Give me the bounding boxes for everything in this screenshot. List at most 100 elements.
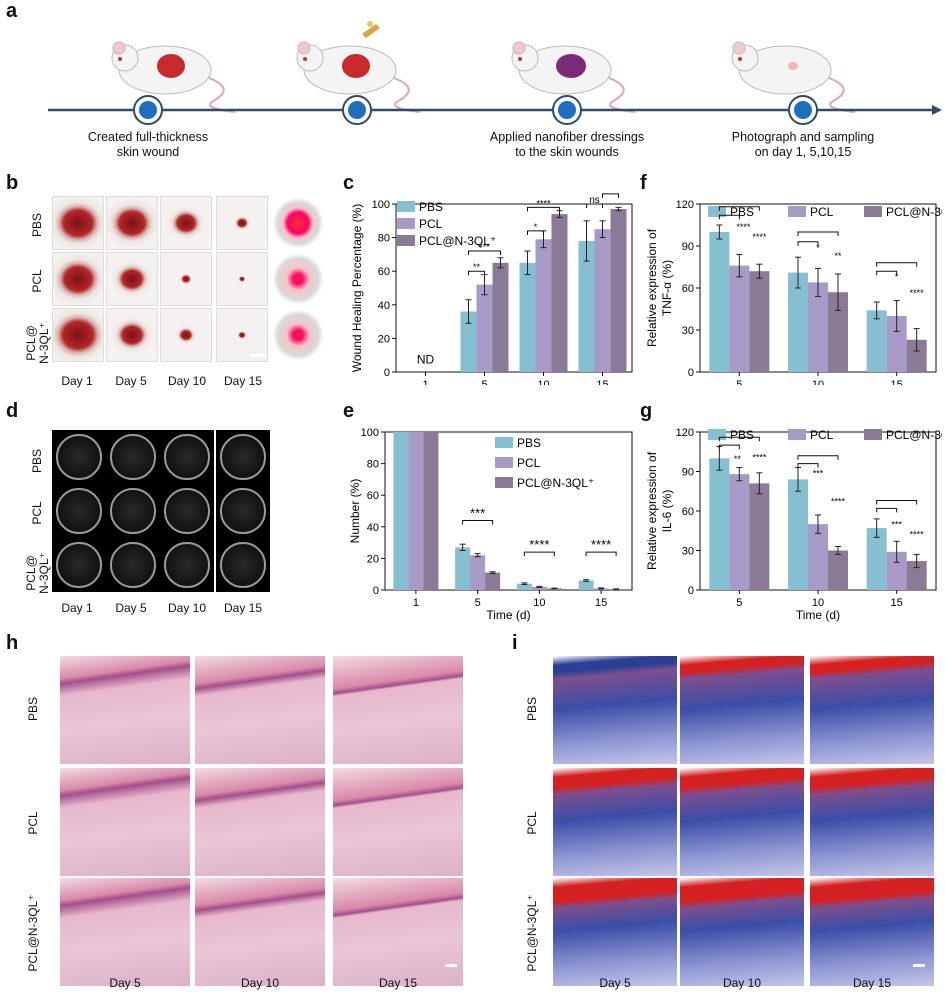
significance-bracket xyxy=(797,455,839,460)
bar xyxy=(729,265,750,372)
legend-swatch xyxy=(788,429,806,440)
wound-schematic xyxy=(272,196,324,250)
bar xyxy=(485,572,501,590)
significance-bracket xyxy=(797,231,839,236)
plot-frame xyxy=(384,431,633,591)
x-tick-label: 15 xyxy=(891,597,903,609)
petri-dish xyxy=(52,538,106,592)
x-tick-label: 5 xyxy=(736,597,742,609)
bar xyxy=(906,561,927,590)
bar xyxy=(516,583,532,590)
petri-dish xyxy=(106,484,160,538)
timeline-dot xyxy=(788,95,818,125)
he-histology-image xyxy=(60,768,190,876)
scale-bar xyxy=(913,964,925,967)
bar xyxy=(492,262,509,372)
column-label: Day 5 xyxy=(599,976,631,990)
y-tick-label: 100 xyxy=(372,199,390,211)
column-label: Day 15 xyxy=(852,976,892,990)
y-tick-label: 0 xyxy=(688,585,694,597)
petri-dish xyxy=(216,430,270,484)
significance-label: * xyxy=(534,222,538,232)
petri-dish xyxy=(52,430,106,484)
dish-ring xyxy=(56,542,102,588)
y-tick-label: 60 xyxy=(378,266,390,278)
significance-label: ** xyxy=(473,262,481,272)
row-label-pcl-n3ql: PCL@ N-3QL⁺ xyxy=(24,322,51,364)
wound-photo xyxy=(106,252,158,306)
y-tick-label: 120 xyxy=(676,199,694,211)
wound-photo xyxy=(216,196,268,250)
bar xyxy=(519,262,536,372)
y-tick-label: 120 xyxy=(676,427,694,439)
panel-label-f: f xyxy=(640,172,647,194)
legend-label: PCL xyxy=(419,217,443,231)
petri-dish xyxy=(216,538,270,592)
significance-bracket xyxy=(602,193,619,198)
bar xyxy=(476,284,493,372)
y-tick-label: 0 xyxy=(384,367,390,379)
legend-label: PCL@N-3QL⁺ xyxy=(886,205,942,219)
bar xyxy=(906,339,927,372)
dish-ring xyxy=(110,488,156,534)
significance-bracket xyxy=(876,507,898,513)
dish-ring xyxy=(110,542,156,588)
timeline-dot xyxy=(342,95,372,125)
dish-ring xyxy=(220,434,266,480)
row-label-pcl: PCL xyxy=(525,811,539,835)
petri-dish xyxy=(52,484,106,538)
y-tick-label: 60 xyxy=(367,490,379,502)
significance-bracket xyxy=(468,250,501,256)
significance-label: **** xyxy=(831,497,846,507)
dish-ring xyxy=(220,542,266,588)
y-axis-label: TNF-α (%) xyxy=(660,260,674,316)
y-tick-label: 20 xyxy=(367,553,379,565)
bar xyxy=(610,209,627,372)
y-axis-label: IL-6 (%) xyxy=(660,490,674,533)
column-label: Day 15 xyxy=(223,601,263,615)
masson-histology-image xyxy=(810,768,934,876)
bar xyxy=(393,432,409,590)
timeline-dot xyxy=(133,95,163,125)
legend-swatch xyxy=(397,201,415,212)
not-detected-label: ND xyxy=(417,353,435,367)
column-label: Day 10 xyxy=(722,976,762,990)
y-tick-label: 100 xyxy=(361,427,379,439)
bar xyxy=(709,232,730,372)
significance-bracket xyxy=(718,206,760,211)
significance-bracket xyxy=(527,230,544,235)
y-tick-label: 90 xyxy=(682,241,694,253)
significance-label: **** xyxy=(910,529,925,539)
column-label: Day 5 xyxy=(115,601,147,615)
scale-bar xyxy=(445,964,457,967)
dish-ring xyxy=(164,434,210,480)
x-tick-label: 5 xyxy=(736,379,742,385)
significance-bracket xyxy=(718,444,740,450)
significance-bracket xyxy=(527,206,560,212)
bar xyxy=(594,229,611,372)
legend-swatch xyxy=(495,477,513,488)
panel-label-a: a xyxy=(6,0,18,22)
significance-bracket xyxy=(586,203,603,208)
bar xyxy=(808,282,828,372)
bar xyxy=(828,292,848,372)
legend-swatch xyxy=(708,206,726,217)
column-label: Day 1 xyxy=(61,374,93,388)
scale-bar xyxy=(250,354,266,357)
petri-dish xyxy=(160,484,214,538)
panel-label-b: b xyxy=(6,172,19,194)
significance-label: **** xyxy=(752,452,767,462)
x-tick-label: 10 xyxy=(812,597,824,609)
y-tick-label: 30 xyxy=(682,325,694,337)
mouse-icon xyxy=(111,41,236,113)
significance-bracket xyxy=(797,241,819,246)
bar xyxy=(828,550,848,590)
wound-photo xyxy=(160,308,212,362)
he-histology-image xyxy=(195,878,325,986)
row-label-pcl: PCL xyxy=(30,269,44,293)
significance-label: *** xyxy=(479,242,490,252)
dish-ring xyxy=(56,488,102,534)
panel-label-e: e xyxy=(343,400,355,422)
